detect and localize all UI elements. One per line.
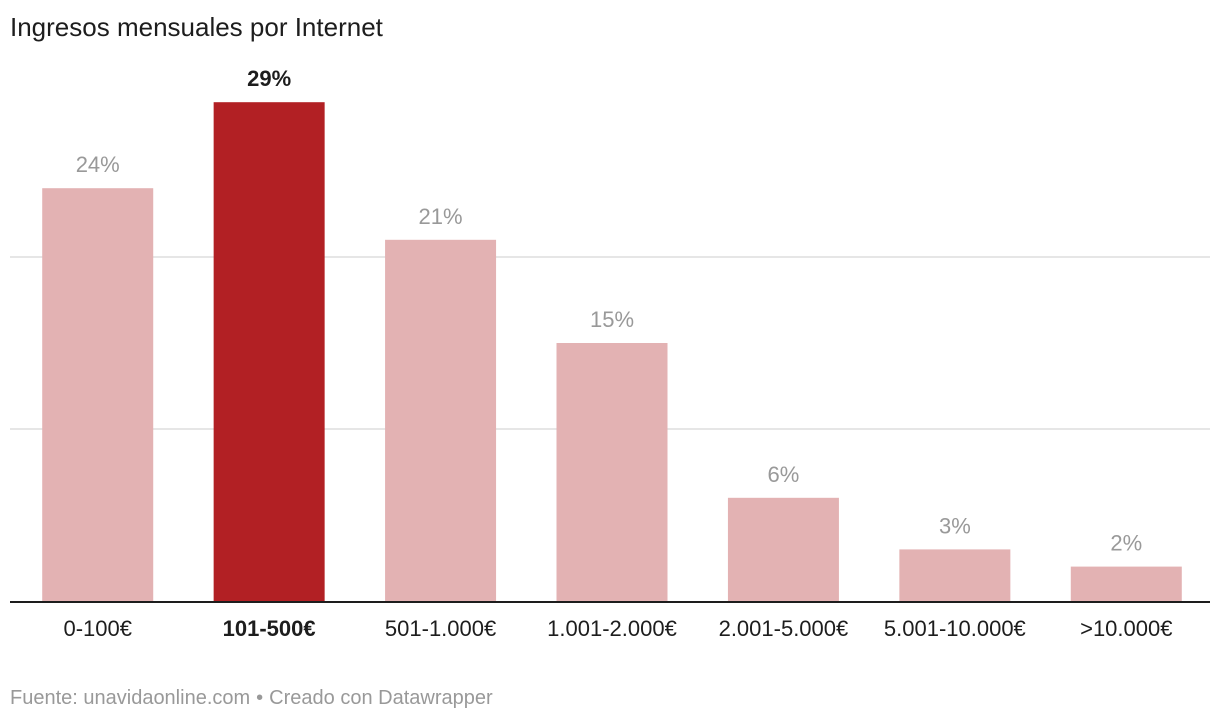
category-label-0: 0-100€ [63,616,132,641]
credit-note: Creado con Datawrapper [269,687,493,709]
bar-1 [213,102,325,601]
bar-5 [899,549,1011,601]
value-label-1: 29% [247,66,291,91]
footer-separator: • [256,687,264,709]
value-labels: 24% 29% 21% 15% 6% 3% 2% [76,66,1142,555]
bar-0 [42,188,154,601]
bars [42,102,1182,602]
source-note: Fuente: unavidaonline.com [10,687,251,709]
bar-4 [727,497,839,601]
category-labels: 0-100€ 101-500€ 501-1.000€ 1.001-2.000€ 2.00… [63,616,1172,641]
category-label-6: >10.000€ [1080,616,1172,641]
value-label-3: 15% [590,307,634,332]
value-label-6: 2% [1110,531,1142,556]
chart-title: Ingresos mensuales por Internet [10,12,383,42]
chart-footer: Fuente: unavidaonline.com • Creado con Dat… [10,684,493,712]
value-label-0: 24% [76,152,120,177]
category-label-5: 5.001-10.000€ [884,616,1026,641]
value-label-4: 6% [768,462,800,487]
category-label-4: 2.001-5.000€ [719,616,849,641]
category-label-2: 501-1.000€ [385,616,496,641]
value-label-5: 3% [939,513,971,538]
bar-3 [556,343,668,601]
bar-6 [1070,566,1182,601]
category-label-1: 101-500€ [223,616,316,641]
value-label-2: 21% [419,204,463,229]
category-label-3: 1.001-2.000€ [547,616,677,641]
bar-2 [385,239,497,602]
